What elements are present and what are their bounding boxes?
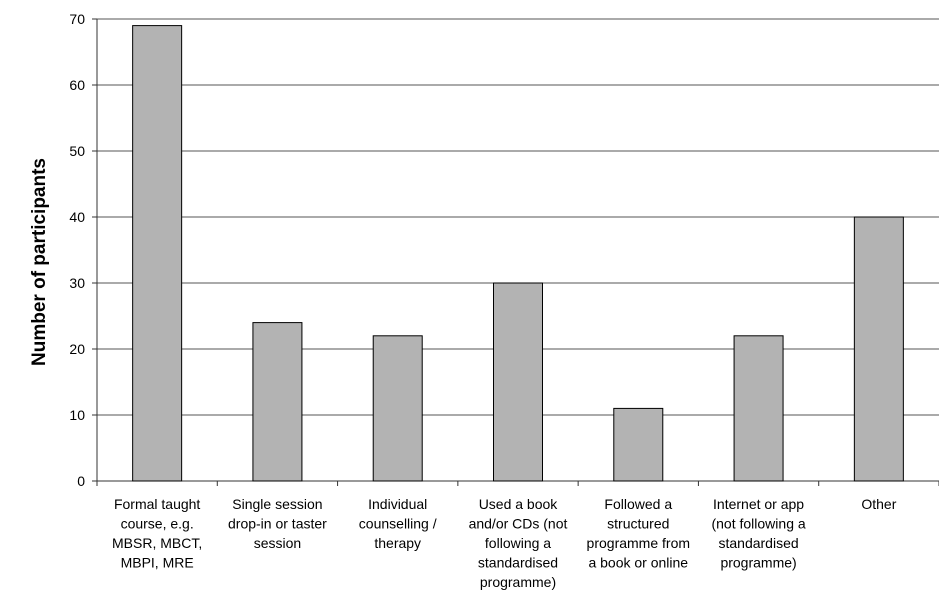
bar: [372, 335, 423, 482]
y-tick-label: 40: [69, 209, 85, 225]
bar: [252, 322, 303, 482]
category-label: Formal taught course, e.g. MBSR, MBCT, MBPI…: [112, 496, 202, 571]
category-label: Other: [861, 496, 896, 512]
category-label: Used a book and/or CDs (not following a sta…: [469, 496, 568, 590]
bar: [853, 216, 904, 482]
category-label: Single session drop-in or taster session: [228, 496, 327, 551]
y-tick-label: 60: [69, 77, 85, 93]
y-tick-label: 30: [69, 275, 85, 291]
y-axis-label: Number of participants: [29, 158, 50, 366]
y-tick-labels: 0 10 20 30 40 50 60 70: [69, 11, 85, 489]
category-label: Followed a structured programme from a book…: [587, 496, 690, 571]
bar: [733, 335, 784, 482]
category-label: Individual counselling / therapy: [359, 496, 437, 551]
bar: [493, 282, 543, 482]
category-label: Internet or app (not following a standardi…: [711, 496, 805, 571]
y-tick-label: 70: [69, 11, 85, 27]
y-tick-label: 10: [69, 407, 85, 423]
y-tick-label: 0: [77, 473, 85, 489]
bar: [132, 25, 183, 482]
bars: [132, 25, 904, 482]
bar: [613, 407, 664, 482]
y-tick-label: 20: [69, 341, 85, 357]
category-labels: Formal taught course, e.g. MBSR, MBCT, MBPI…: [112, 496, 897, 590]
y-tick-label: 50: [69, 143, 85, 159]
